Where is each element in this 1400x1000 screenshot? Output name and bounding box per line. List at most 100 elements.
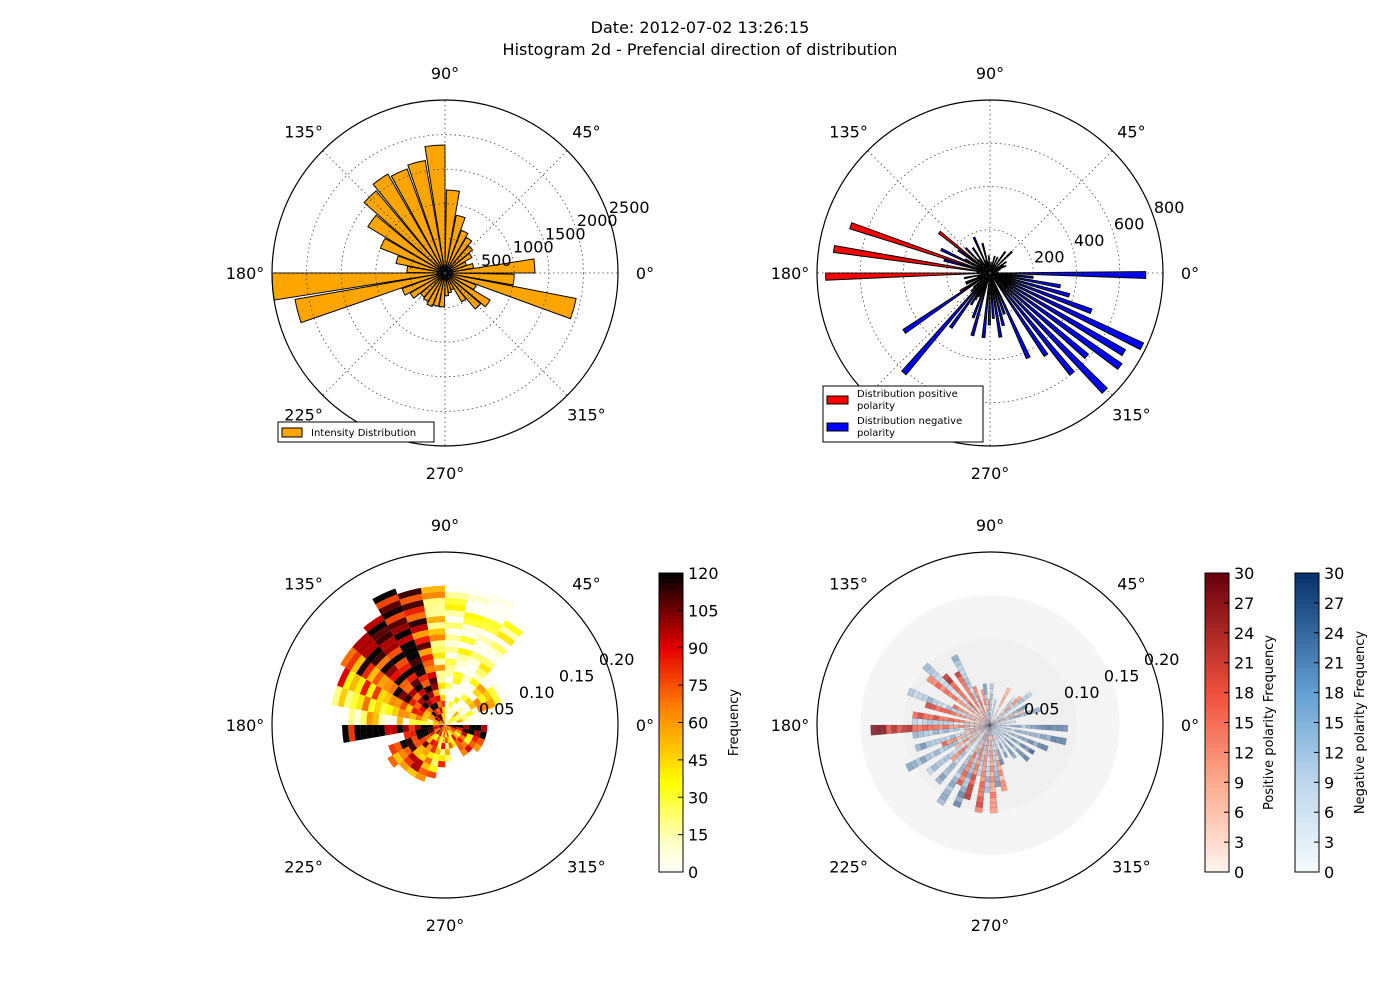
histogram-cell xyxy=(432,652,445,660)
negative-cell xyxy=(991,740,994,746)
histogram-cell xyxy=(476,703,485,713)
negative-cell xyxy=(968,687,975,694)
negative-cell xyxy=(1013,733,1020,739)
negative-polarity-bar xyxy=(964,246,991,274)
positive-colorbar-segment xyxy=(1205,747,1229,753)
histogram-cell xyxy=(406,766,418,778)
negative-cell xyxy=(949,761,957,770)
histogram-cell xyxy=(345,651,362,671)
frequency-colorbar-segment xyxy=(659,732,683,739)
histogram-cell xyxy=(384,611,406,626)
histogram-cell xyxy=(426,725,434,729)
histogram-cell xyxy=(408,718,416,725)
p1-grid-spoke xyxy=(444,272,568,396)
histogram-cell xyxy=(435,735,441,743)
histogram-cell xyxy=(452,732,459,739)
negative-cell xyxy=(936,796,947,807)
histogram-cell xyxy=(426,751,435,760)
p3-angle-label: 0° xyxy=(636,716,654,735)
positive-colorbar-segment xyxy=(1205,867,1229,873)
negative-cell xyxy=(981,749,986,756)
positive-colorbar-segment xyxy=(1205,687,1229,694)
negative-cell xyxy=(1000,734,1007,740)
positive-colorbar-segment xyxy=(1205,657,1229,664)
histogram-cell xyxy=(461,623,481,634)
frequency-colorbar-segment xyxy=(659,707,683,714)
histogram-cell xyxy=(438,723,445,725)
negative-cell xyxy=(958,722,965,726)
negative-cell xyxy=(975,718,981,722)
histogram-cell xyxy=(460,712,468,719)
p4-angle-label: 180° xyxy=(771,716,810,735)
histogram-cell xyxy=(439,725,445,729)
histogram-cell xyxy=(445,682,453,690)
histogram-cell xyxy=(435,715,442,722)
positive-cell xyxy=(972,711,979,717)
histogram-cell xyxy=(448,701,454,708)
negative-cell xyxy=(1051,724,1058,732)
histogram-cell xyxy=(454,713,461,719)
negative-cell xyxy=(956,767,965,775)
histogram-cell xyxy=(482,616,503,631)
histogram-cell xyxy=(426,690,435,699)
negative-cell xyxy=(969,706,976,712)
negative-polarity-bar xyxy=(901,272,991,376)
negative-cell xyxy=(1011,744,1019,751)
histogram-cell xyxy=(420,725,428,730)
frequency-colorbar-segment xyxy=(659,722,683,729)
frequency-colorbar-segment xyxy=(659,657,683,664)
histogram-cell xyxy=(387,616,408,631)
histogram-cell xyxy=(414,772,427,782)
negative-polarity-bar xyxy=(972,236,991,274)
negative-colorbar-segment xyxy=(1295,832,1319,838)
histogram-cell xyxy=(429,745,437,754)
histogram-cell xyxy=(484,611,506,626)
histogram-cell xyxy=(403,746,413,757)
positive-cell xyxy=(959,714,966,719)
histogram-cell xyxy=(405,703,414,713)
legend-label: polarity xyxy=(857,401,895,412)
positive-cell xyxy=(991,715,996,721)
positive-cell xyxy=(964,788,973,796)
histogram-cell xyxy=(428,628,445,636)
histogram-cell xyxy=(466,683,477,693)
negative-cell xyxy=(928,751,937,760)
p1-grid-circle xyxy=(409,237,480,308)
negative-cell xyxy=(999,726,1006,730)
histogram-cell xyxy=(420,720,428,725)
positive-cell xyxy=(880,724,887,735)
histogram-cell xyxy=(445,721,451,725)
negative-cell xyxy=(906,687,916,697)
negative-cell xyxy=(978,743,984,750)
negative-cell xyxy=(984,739,988,746)
negative-cell xyxy=(997,714,1004,720)
histogram-cell xyxy=(402,645,419,657)
negative-cell xyxy=(956,737,964,744)
histogram-cell xyxy=(460,740,469,749)
histogram-cell xyxy=(451,683,460,691)
histogram-cell xyxy=(464,697,473,706)
histogram-cell xyxy=(445,725,451,729)
positive-cell xyxy=(979,721,986,724)
histogram-cell xyxy=(378,725,386,737)
histogram-cell xyxy=(440,720,445,725)
histogram-cell xyxy=(467,714,475,721)
negative-cell xyxy=(930,669,939,679)
histogram-cell xyxy=(476,683,487,694)
negative-cell xyxy=(1016,706,1024,713)
histogram-cell xyxy=(426,706,434,714)
histogram-cell xyxy=(467,656,482,668)
histogram-cell xyxy=(492,694,502,707)
positive-cell xyxy=(989,776,996,783)
histogram-cell xyxy=(445,725,452,727)
histogram-cell xyxy=(459,679,470,689)
negative-cell xyxy=(994,724,1001,727)
negative-polarity-bar xyxy=(989,272,1123,371)
histogram-cell xyxy=(488,599,512,615)
histogram-cell xyxy=(374,630,394,647)
frequency-colorbar-segment xyxy=(659,807,683,813)
positive-colorbar-tick-label: 24 xyxy=(1234,624,1254,643)
histogram-cell xyxy=(451,709,457,716)
histogram-cell xyxy=(445,676,454,684)
histogram-cell xyxy=(437,760,445,768)
